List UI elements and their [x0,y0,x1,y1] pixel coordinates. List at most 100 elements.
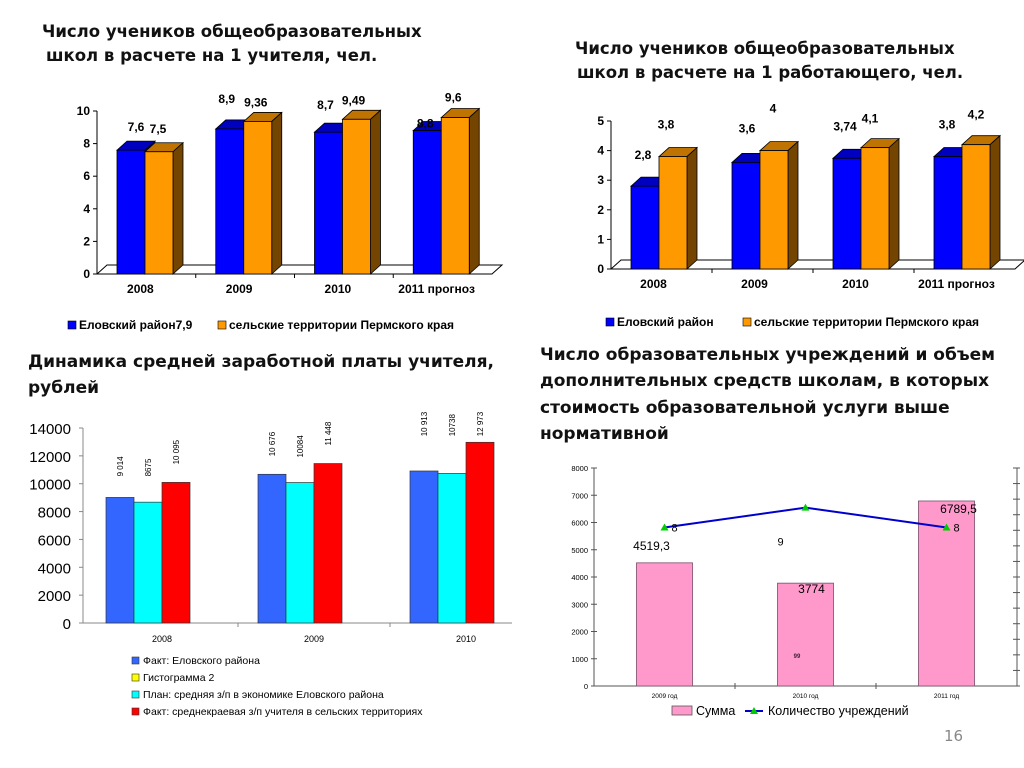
bar [961,144,991,270]
legend-swatch [67,320,77,330]
bar [144,151,174,275]
y-tick-label: 14000 [29,421,71,438]
y-tick-label: 5000 [571,546,588,555]
chart2-title: Число учеников общеобразовательных школ … [575,37,963,85]
legend-swatch [605,317,615,327]
chart4-title: Число образовательных учреждений и объем… [540,342,1020,447]
legend-label: Сумма [696,704,735,718]
y-tick-label: 8 [83,137,90,151]
y-tick-label: 3000 [571,600,588,609]
x-tick-label: 2009 [226,282,253,296]
data-label: 7,5 [150,122,167,136]
bar [440,117,470,275]
x-tick-label: 2010 [456,634,476,644]
y-tick-label: 6000 [571,519,588,528]
bar [116,149,146,275]
y-tick-label: 4 [597,144,604,158]
y-tick-label: 12000 [29,449,71,466]
x-tick-label: 2009 год [652,693,678,700]
line-data-label: 8 [672,522,678,534]
bar [759,150,789,270]
x-tick-label: 2008 [127,282,154,296]
x-tick-label: 2011 прогноз [918,277,995,291]
bar [933,156,963,270]
chart4-title-line1: Число образовательных учреждений и объем [540,345,996,365]
data-label: 12 973 [476,411,485,436]
data-label: 9,6 [445,91,462,105]
legend-swatch-bar [671,705,693,716]
line-marker [660,523,669,531]
data-label: 2,8 [635,148,652,162]
x-tick-label: 2011 год [934,693,959,700]
y-tick-label: 3 [597,173,604,187]
bar [731,162,761,270]
data-label: 10 913 [420,411,429,436]
y-tick-label: 4000 [571,573,588,582]
x-tick-label: 2011 прогноз [398,282,475,296]
y-tick-label: 0 [597,262,604,276]
data-label: 10738 [448,414,457,437]
legend-swatch [131,656,140,665]
y-tick-label: 10 [77,104,91,118]
bar [105,497,135,624]
data-label: 9,36 [244,95,268,109]
legend-label: сельские территории Пермского края [754,315,979,329]
y-tick-label: 1000 [571,655,588,664]
chart4-title-line2: дополнительных средств школам, в которых [540,371,990,392]
page-number: 16 [944,727,964,745]
bar [161,482,191,624]
line-marker [942,523,951,531]
x-tick-label: 2009 [304,634,324,644]
bar [658,156,688,270]
data-label: 8,9 [218,92,235,106]
legend-label: План: средняя з/п в экономике Еловского … [143,689,384,701]
legend-label: сельские территории Пермского края [229,318,454,332]
data-label: 8,8 [417,117,434,131]
chart4-title-line4: нормативной [540,424,669,445]
legend-label: Факт: среднекраевая з/п учителя в сельск… [143,706,423,718]
bar [313,463,343,624]
y-tick-label: 5 [597,114,604,128]
data-label: 8,7 [317,98,334,112]
y-tick-label: 8000 [571,464,588,473]
y-tick-label: 8000 [38,505,71,522]
chart1-title-line1: Число учеников общеобразовательных [42,22,422,41]
legend-swatch [742,317,752,327]
x-tick-label: 2009 [741,277,768,291]
bar [636,562,693,687]
chart2-title-line2: школ в расчете на 1 работающего, чел. [577,62,964,82]
bar [860,147,890,270]
bar [314,131,343,275]
bar [832,157,862,270]
x-tick-label: 2010 [842,277,869,291]
legend-swatch [131,690,140,699]
y-tick-label: 1 [597,232,604,246]
bar [437,473,467,624]
data-label: 3,8 [658,118,675,132]
data-label: 4 [770,102,777,116]
x-tick-label: 2008 [640,277,667,291]
data-label: 3,6 [739,121,756,135]
data-label: 10084 [296,435,305,458]
y-tick-label: 4000 [38,560,71,577]
y-tick-label: 0 [83,267,90,281]
chart3-title-line1: Динамика средней заработной платы учител… [28,352,494,372]
data-label: 4,1 [862,112,879,126]
y-tick-label: 2000 [571,628,588,637]
data-label: 7,6 [128,120,145,134]
bar [342,118,371,275]
data-label: 9,49 [342,93,366,107]
legend-label: Гистограмма 2 [143,672,214,684]
bar [215,128,245,275]
data-label: 9 014 [116,456,125,477]
data-label: 10 095 [172,439,181,464]
y-tick-label: 6 [83,169,90,183]
line-data-label: 9 [778,537,784,549]
x-tick-label: 2008 [152,634,172,644]
x-tick-label: 2010 [325,282,352,296]
y-tick-label: 7000 [571,491,588,500]
